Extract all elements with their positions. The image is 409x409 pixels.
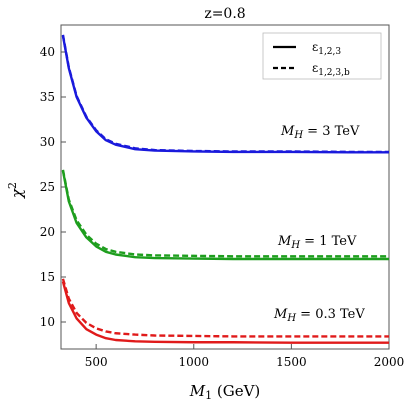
- y-tick-label: 30: [40, 135, 55, 149]
- y-tick-label: 40: [40, 45, 55, 59]
- y-tick-label: 35: [40, 90, 55, 104]
- legend-box: [262, 32, 382, 80]
- annotation-mh-3: MH = 3 TeV: [280, 124, 360, 141]
- series-line-6: [61, 278, 389, 338]
- y-axis-label: χ2: [6, 182, 26, 199]
- x-axis: 500 1000 1500 2000: [85, 344, 405, 369]
- y-tick-label: 25: [40, 180, 55, 194]
- y-axis: 10 15 20 25 30 35 40: [40, 45, 66, 329]
- legend: ε1,2,3 ε1,2,3,b: [262, 32, 382, 80]
- series-line-3: [61, 170, 389, 261]
- x-tick-label: 2000: [374, 355, 405, 369]
- chart-title: z=0.8: [204, 6, 245, 22]
- x-tick-label: 1000: [178, 355, 209, 369]
- y-tick-label: 15: [40, 270, 55, 284]
- x-tick-label: 500: [85, 355, 108, 369]
- y-tick-label: 10: [40, 315, 55, 329]
- series-line-2: [61, 34, 389, 154]
- x-tick-label: 1500: [276, 355, 307, 369]
- annotation-mh-1: MH = 1 TeV: [277, 234, 357, 251]
- series-line-5: [61, 281, 389, 344]
- annotation-mh-03: MH = 0.3 TeV: [273, 307, 365, 324]
- x-axis-label: M1 (GeV): [189, 382, 261, 402]
- series-line-4: [61, 169, 389, 258]
- series-group: [61, 34, 389, 344]
- y-tick-label: 20: [40, 225, 55, 239]
